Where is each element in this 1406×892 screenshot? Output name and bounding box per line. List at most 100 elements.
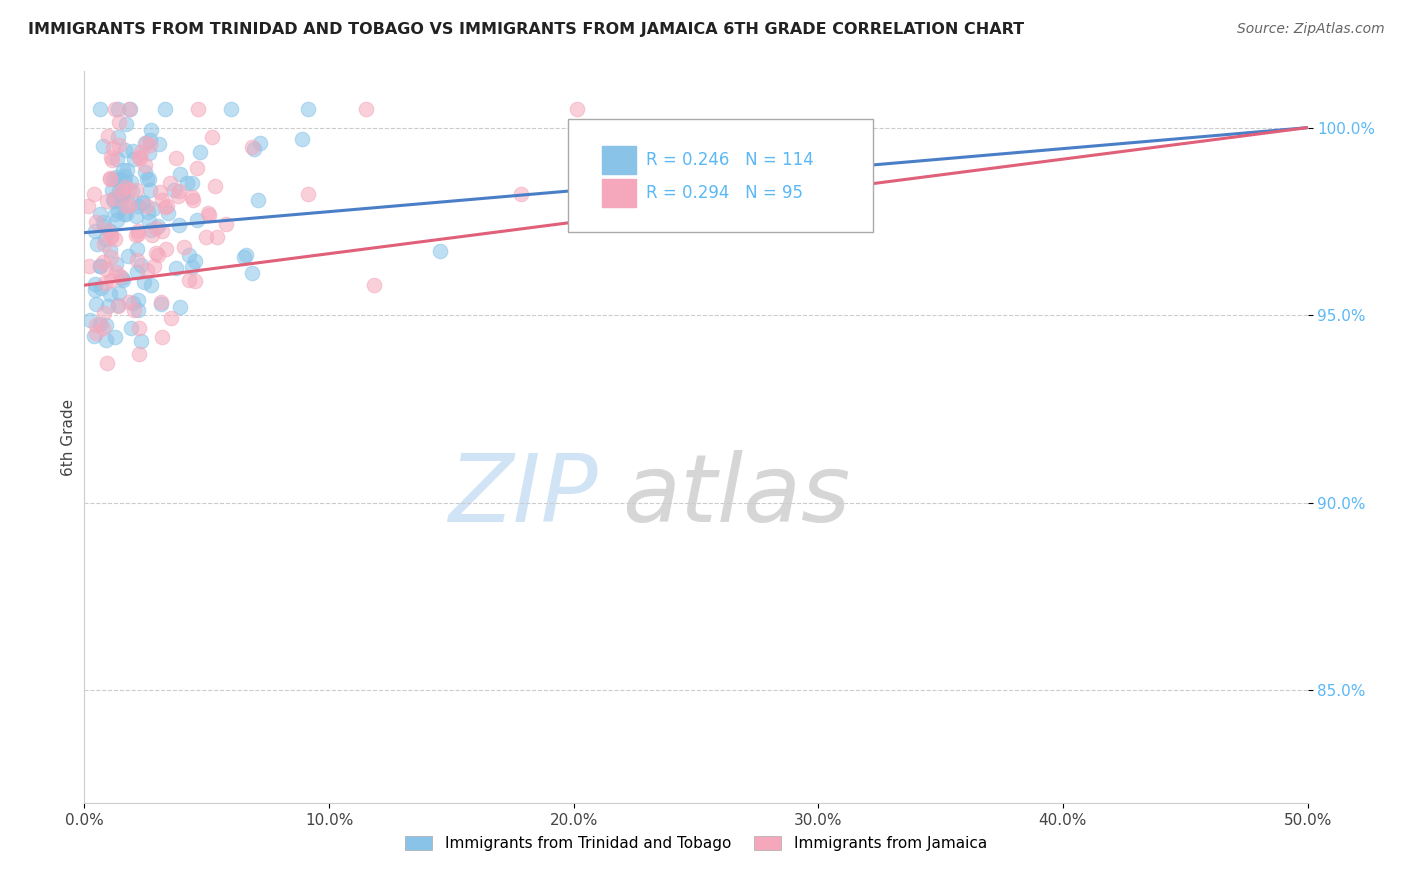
Point: [165, 261, 187, 276]
Point: [91, 215, 114, 229]
Point: [100, 228, 122, 243]
Point: [104, 329, 127, 343]
Point: [98, 172, 121, 186]
Point: [141, 227, 163, 242]
Point: [107, 130, 129, 145]
Point: [129, 151, 152, 165]
Point: [197, 206, 219, 220]
Point: [166, 151, 188, 165]
Point: [97, 128, 120, 143]
Point: [86, 236, 108, 251]
Point: [121, 184, 143, 198]
Point: [177, 248, 200, 262]
Point: [112, 273, 135, 287]
Point: [107, 299, 129, 313]
Point: [84, 215, 107, 229]
Point: [108, 138, 131, 153]
Point: [107, 102, 129, 116]
Legend: Immigrants from Trinidad and Tobago, Immigrants from Jamaica: Immigrants from Trinidad and Tobago, Imm…: [399, 830, 993, 857]
Point: [76, 199, 98, 213]
Point: [127, 253, 149, 268]
Point: [118, 102, 141, 116]
Point: [136, 172, 159, 186]
Point: [100, 273, 122, 287]
Point: [112, 163, 135, 178]
Point: [104, 232, 127, 246]
Point: [167, 189, 190, 203]
Point: [125, 209, 148, 223]
Point: [146, 248, 169, 262]
Point: [363, 277, 385, 292]
Point: [105, 170, 128, 185]
Point: [84, 277, 107, 292]
Point: [139, 223, 162, 237]
Point: [93, 306, 115, 320]
Point: [150, 330, 173, 344]
Point: [107, 204, 129, 219]
Point: [198, 208, 221, 222]
Point: [138, 214, 160, 228]
Point: [134, 165, 156, 179]
Point: [128, 321, 150, 335]
Point: [101, 153, 124, 167]
Point: [139, 138, 162, 153]
Point: [101, 171, 124, 186]
Text: atlas: atlas: [623, 450, 851, 541]
Point: [138, 172, 160, 186]
Point: [118, 295, 141, 310]
Point: [167, 218, 190, 232]
Point: [94, 261, 117, 276]
Point: [180, 260, 202, 274]
Point: [101, 141, 124, 155]
Point: [354, 102, 377, 116]
Point: [128, 293, 150, 307]
Point: [115, 207, 138, 221]
Point: [134, 158, 156, 172]
Point: [122, 303, 145, 318]
Point: [246, 193, 269, 207]
Point: [135, 199, 157, 213]
Point: [127, 242, 149, 256]
Point: [173, 240, 195, 254]
Point: [112, 207, 135, 221]
Point: [86, 297, 108, 311]
Point: [94, 232, 117, 246]
Point: [104, 207, 127, 221]
Point: [153, 102, 176, 116]
FancyBboxPatch shape: [568, 119, 873, 232]
Point: [120, 321, 142, 335]
Point: [84, 283, 107, 297]
Point: [186, 213, 208, 227]
Point: [131, 195, 153, 210]
Point: [96, 194, 118, 209]
Point: [117, 249, 139, 263]
Point: [98, 170, 121, 185]
Point: [79, 313, 101, 327]
Point: [112, 188, 135, 202]
Point: [125, 228, 148, 243]
Point: [153, 200, 176, 214]
Text: ZIP: ZIP: [449, 450, 598, 541]
Point: [149, 185, 172, 199]
Point: [249, 136, 271, 151]
Point: [98, 286, 121, 301]
Point: [233, 250, 256, 264]
Point: [219, 102, 242, 116]
Point: [181, 176, 204, 190]
Point: [167, 184, 190, 198]
Point: [100, 150, 122, 164]
Point: [111, 270, 134, 285]
Point: [139, 183, 162, 197]
Bar: [602, 146, 636, 174]
Point: [127, 224, 149, 238]
Point: [121, 144, 143, 158]
Point: [100, 244, 122, 258]
Point: [131, 334, 153, 348]
Point: [429, 244, 451, 258]
Point: [118, 102, 141, 116]
Point: [163, 183, 186, 197]
Point: [297, 102, 319, 116]
Point: [148, 136, 170, 151]
Point: [194, 229, 217, 244]
Text: R = 0.294   N = 95: R = 0.294 N = 95: [645, 184, 803, 202]
